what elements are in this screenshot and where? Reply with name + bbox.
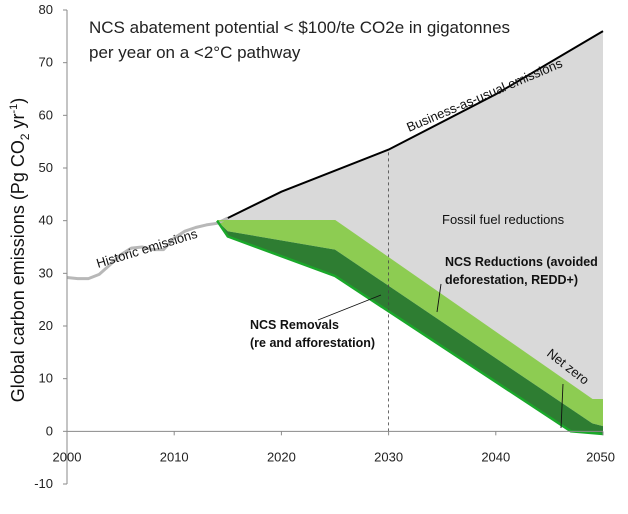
y-tick-label: 80 [39,2,53,17]
y-axis-label: Global carbon emissions (Pg CO2 yr-1) [8,98,32,403]
annotation-fossil-fuel-reductions: Fossil fuel reductions [442,212,565,227]
y-tick-label: 60 [39,107,53,122]
line-ncs-removals-edge [216,219,604,436]
y-tick-label: 20 [39,318,53,333]
y-tick-label: 0 [46,423,53,438]
x-tick-label: 2030 [374,449,403,464]
area-fossil-fuel-reductions [217,31,603,400]
y-axis-label-sup: -1 [8,104,20,114]
y-tick-label: -10 [34,476,53,491]
x-tick-label: 2040 [481,449,510,464]
y-tick-label: 30 [39,265,53,280]
y-axis-label-sub: 2 [18,133,32,140]
y-tick-label: 70 [39,55,53,70]
annotation-ncs-reductions-line-1: NCS Reductions (avoided [445,255,598,269]
y-tick-label: 40 [39,213,53,228]
pointer-ncs-reductions [436,283,442,313]
x-tick-label: 2000 [53,449,82,464]
x-tick-label: 2010 [160,449,189,464]
pointer-ncs-removals [317,294,382,321]
x-tick-label: 2050 [586,449,615,464]
annotation-ncs-removals-line-1: NCS Removals [250,318,339,332]
chart-title-line-2: per year on a <2°C pathway [89,43,301,62]
x-tick-group: 2000 2010 2020 2030 2040 2050 [53,431,615,464]
annotation-ncs-reductions-line-2: deforestation, REDD+) [445,273,578,287]
area-layer [217,31,603,434]
y-tick-label: 10 [39,371,53,386]
y-axis-label-end: ) [8,98,28,104]
y-tick-group: -10 0 10 20 30 40 50 60 70 80 [34,2,67,491]
line-business-as-usual [227,30,604,219]
y-tick-label: 50 [39,160,53,175]
pointer-net-zero [560,383,564,429]
annotation-ncs-removals-line-2: (re and afforestation) [250,336,375,350]
x-tick-label: 2020 [267,449,296,464]
area-ncs-removals [217,220,603,434]
y-axis-label-mid: yr [8,113,28,133]
chart-title-line-1: NCS abatement potential < $100/te CO2e i… [89,18,510,37]
line-layer [66,30,604,436]
line-historic-emissions [66,216,229,281]
y-axis-label-main: Global carbon emissions (Pg CO [8,140,28,402]
line-mitigation-upper-edge [217,219,603,401]
